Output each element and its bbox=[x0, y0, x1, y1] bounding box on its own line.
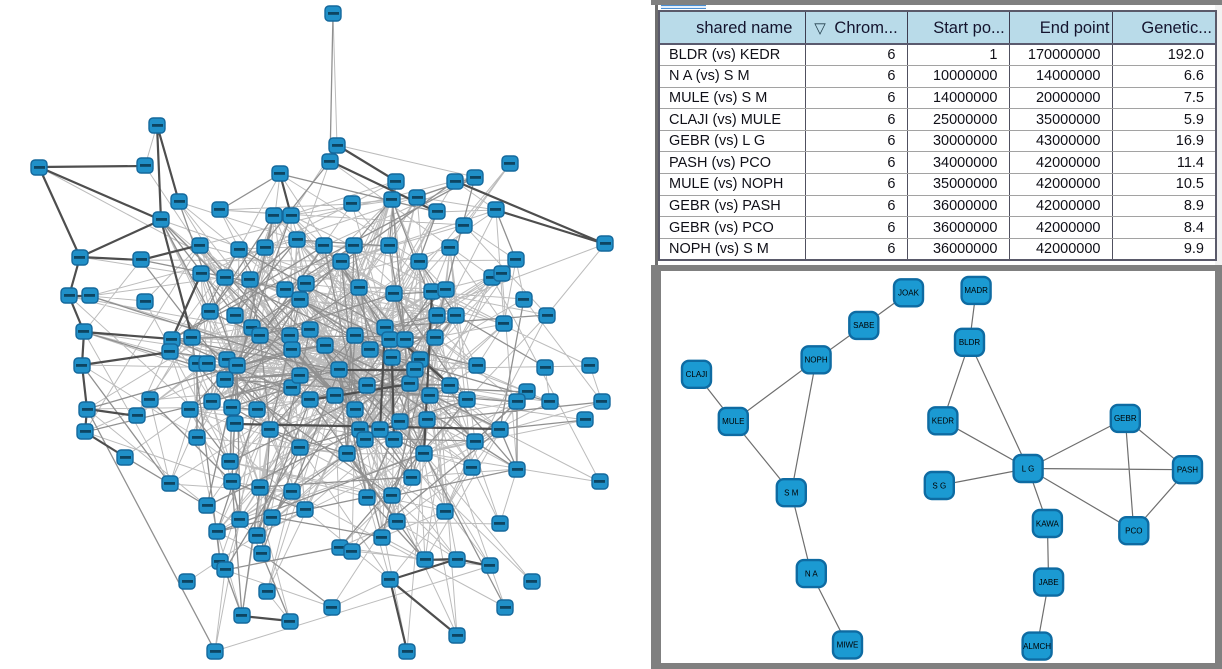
svg-text:S M: S M bbox=[784, 489, 799, 498]
svg-text:PCO: PCO bbox=[1125, 527, 1142, 536]
svg-text:JABE: JABE bbox=[1039, 578, 1059, 587]
svg-text:MIWE: MIWE bbox=[837, 641, 859, 650]
svg-text:MADR: MADR bbox=[964, 286, 988, 295]
svg-text:GEBR: GEBR bbox=[1114, 414, 1137, 423]
svg-text:MULE: MULE bbox=[722, 417, 744, 426]
svg-text:S G: S G bbox=[932, 481, 946, 490]
svg-text:PASH: PASH bbox=[1177, 466, 1198, 475]
svg-text:CLAJI: CLAJI bbox=[686, 370, 708, 379]
svg-text:KEDR: KEDR bbox=[932, 417, 954, 426]
svg-text:L G: L G bbox=[1022, 464, 1035, 473]
svg-text:JOAK: JOAK bbox=[898, 289, 920, 298]
svg-text:BLDR: BLDR bbox=[959, 338, 981, 347]
svg-text:KAWA: KAWA bbox=[1036, 519, 1060, 528]
svg-text:ALMCH: ALMCH bbox=[1023, 642, 1051, 651]
svg-text:SABE: SABE bbox=[853, 321, 874, 330]
svg-text:N A: N A bbox=[805, 569, 819, 578]
svg-text:NOPH: NOPH bbox=[805, 356, 828, 365]
